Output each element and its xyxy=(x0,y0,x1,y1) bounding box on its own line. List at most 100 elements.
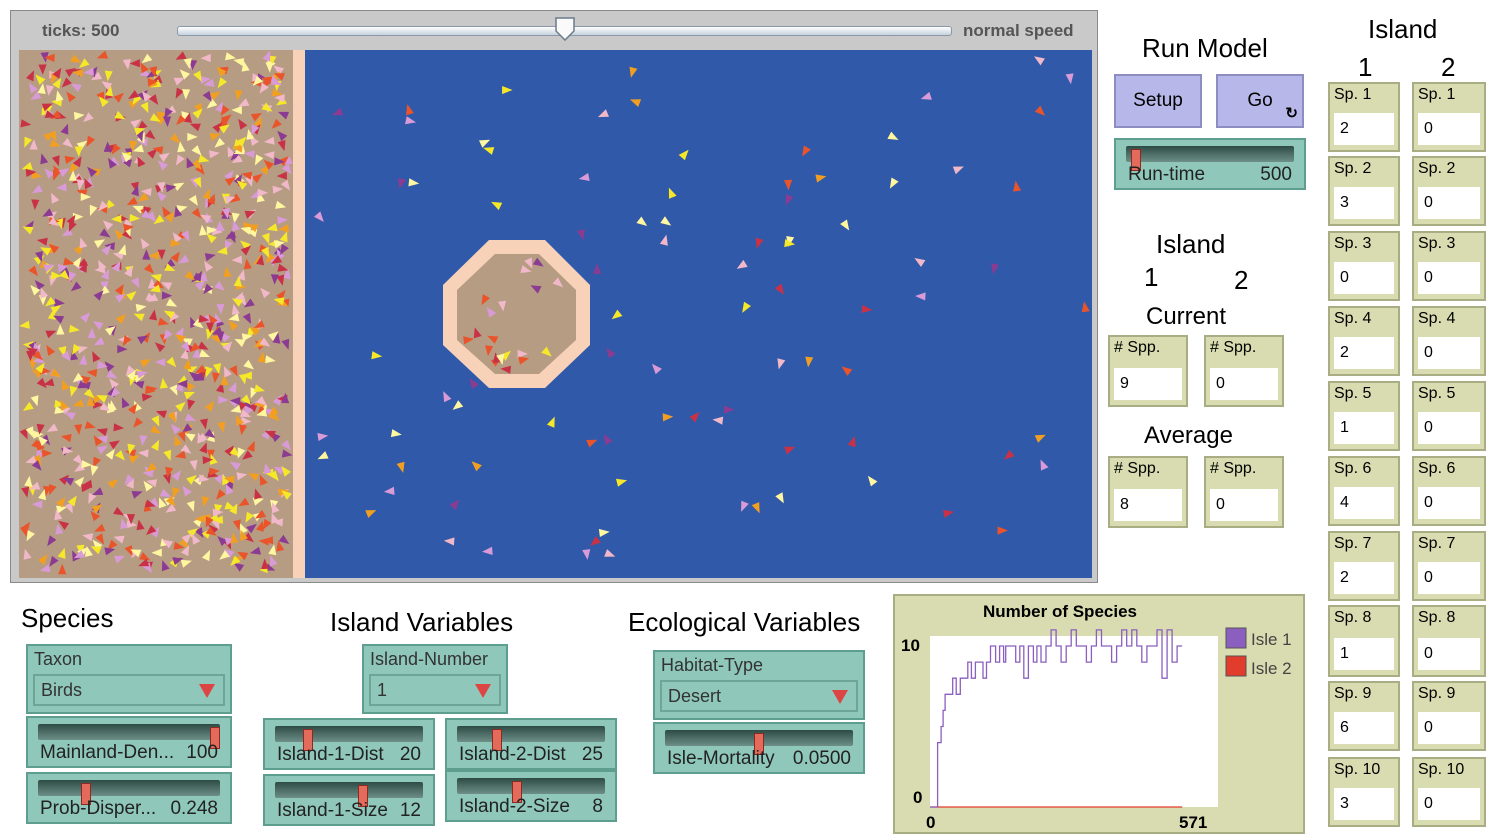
mainland-agent xyxy=(108,400,117,411)
mainland-agent xyxy=(273,297,285,306)
habitat-type-select[interactable]: Desert xyxy=(660,680,858,712)
mainland-density-slider[interactable]: Mainland-Den... 100 xyxy=(26,716,232,768)
mainland-agent xyxy=(54,405,66,414)
mainland-agent xyxy=(20,119,32,128)
mainland-agent xyxy=(38,64,47,75)
island-2-dist-track[interactable] xyxy=(457,726,605,751)
mainland-agent xyxy=(281,490,292,500)
isle-mortality-track[interactable] xyxy=(665,730,853,755)
mainland-agent xyxy=(191,207,202,219)
ocean-agent xyxy=(479,139,491,148)
mainland-agent xyxy=(90,510,101,522)
monitor-value: 0 xyxy=(1418,712,1480,744)
ocean-agent xyxy=(724,405,735,414)
run-time-thumb[interactable] xyxy=(1130,149,1141,171)
island-2-dist-slider[interactable]: Island-2-Dist 25 xyxy=(445,718,617,770)
mainland-density-track[interactable] xyxy=(38,724,220,749)
mainland-agent xyxy=(200,53,211,63)
speed-slider-thumb[interactable] xyxy=(554,17,575,41)
island-2-size-thumb[interactable] xyxy=(512,781,523,803)
ocean-agent xyxy=(1034,56,1045,66)
run-time-track[interactable] xyxy=(1126,146,1294,171)
ocean-agent xyxy=(920,91,932,100)
current-spp-island-2: # Spp. 0 xyxy=(1204,335,1284,407)
monitor-label: Sp. 3 xyxy=(1418,235,1456,252)
prob-dispersal-value: 0.248 xyxy=(170,798,218,819)
mainland-agent xyxy=(44,53,55,62)
mainland-agent xyxy=(38,489,46,501)
mainland-agent xyxy=(183,358,192,370)
island-1-size-thumb[interactable] xyxy=(357,785,368,807)
island-number-select[interactable]: 1 xyxy=(369,674,501,706)
taxon-chooser[interactable]: Taxon Birds xyxy=(26,644,232,714)
setup-button[interactable]: Setup xyxy=(1114,74,1202,128)
mainland-agent xyxy=(127,443,136,455)
mainland-agent xyxy=(191,145,202,156)
mainland-agent xyxy=(139,359,151,368)
mainland-agent xyxy=(108,157,117,169)
island-2-size-slider[interactable]: Island-2-Size 8 xyxy=(445,770,617,822)
island-1-dist-track[interactable] xyxy=(275,726,423,751)
run-time-slider[interactable]: Run-time 500 xyxy=(1114,138,1306,190)
isle-mortality-slider[interactable]: Isle-Mortality 0.0500 xyxy=(653,722,865,774)
mainland-density-thumb[interactable] xyxy=(210,727,220,749)
island-number-chooser[interactable]: Island-Number 1 xyxy=(362,644,508,714)
mainland-agent xyxy=(155,410,167,419)
mainland-agent xyxy=(256,408,268,417)
go-button[interactable]: Go ↻ xyxy=(1216,74,1304,128)
prob-dispersal-slider[interactable]: Prob-Disper... 0.248 xyxy=(26,772,232,824)
prob-dispersal-track[interactable] xyxy=(38,780,220,805)
island-1-dist-thumb[interactable] xyxy=(302,729,313,751)
mainland-agent xyxy=(54,509,63,521)
island-2-size-track[interactable] xyxy=(457,778,605,803)
mainland-agent xyxy=(249,546,261,555)
mainland-agent xyxy=(132,205,144,214)
mainland-agent xyxy=(56,324,65,335)
mainland-agent xyxy=(46,344,56,356)
mainland-agent xyxy=(156,111,168,120)
island-2-dist-thumb[interactable] xyxy=(491,729,502,751)
mainland-agent xyxy=(135,303,147,312)
habitat-type-chooser[interactable]: Habitat-Type Desert xyxy=(653,650,865,720)
mainland-agent xyxy=(47,535,57,547)
taxon-label: Taxon xyxy=(34,649,83,669)
ocean-agent xyxy=(991,263,1000,275)
mainland-agent xyxy=(54,298,65,307)
mainland-agent xyxy=(104,361,115,372)
mainland-agent xyxy=(206,98,218,109)
mainland-agent xyxy=(60,434,72,443)
mainland-agent xyxy=(56,183,67,192)
island-1-dist-slider[interactable]: Island-1-Dist 20 xyxy=(263,718,435,770)
mainland-agent xyxy=(51,192,60,204)
mainland-agent xyxy=(271,502,280,514)
mainland-agent xyxy=(189,460,198,471)
mainland-agent xyxy=(31,199,40,210)
ocean-agent xyxy=(314,211,324,222)
prob-dispersal-thumb[interactable] xyxy=(81,783,91,805)
mainland-agent xyxy=(124,474,135,485)
mainland-agent xyxy=(152,146,164,155)
mainland-agent xyxy=(122,59,131,70)
taxon-select[interactable]: Birds xyxy=(33,674,225,706)
species-3-island-1-monitor: Sp. 3 0 xyxy=(1328,231,1400,301)
mainland-agent xyxy=(231,220,240,232)
island-1-size-track[interactable] xyxy=(275,782,423,807)
mainland-agent xyxy=(149,284,161,293)
ocean-agent xyxy=(469,378,479,389)
mainland-agent xyxy=(240,226,252,235)
mainland-agent xyxy=(224,366,232,378)
mainland-agent xyxy=(253,384,265,393)
mainland-agent xyxy=(199,442,207,454)
mainland-agent xyxy=(206,322,215,333)
island-1-size-slider[interactable]: Island-1-Size 12 xyxy=(263,774,435,826)
mainland-agent xyxy=(68,220,77,232)
mainland-agent xyxy=(162,539,174,549)
mainland-agent xyxy=(150,439,160,451)
island-agent xyxy=(524,257,533,269)
species-10-island-1-monitor: Sp. 10 3 xyxy=(1328,757,1400,827)
mainland-agent xyxy=(202,90,212,102)
isle-mortality-thumb[interactable] xyxy=(754,733,764,755)
mainland-agent xyxy=(198,314,210,323)
mainland-agent xyxy=(199,270,208,282)
world-canvas[interactable] xyxy=(19,50,1092,578)
